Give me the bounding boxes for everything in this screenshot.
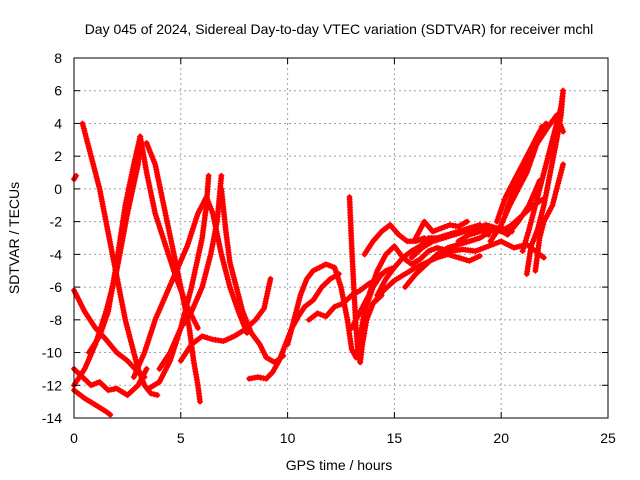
- series-markers: [361, 221, 428, 258]
- series-arc-17: [346, 194, 385, 366]
- y-tick-label: -8: [50, 312, 63, 328]
- series-arc-11: [156, 172, 225, 372]
- y-tick-label: 6: [54, 83, 62, 99]
- plot-series: [71, 87, 567, 418]
- plot-frame: [73, 57, 609, 419]
- series-arc-28: [502, 112, 567, 217]
- series-markers: [177, 275, 274, 364]
- x-tick-label: 0: [70, 430, 78, 446]
- series-markers: [519, 87, 567, 255]
- y-tick-labels: -14 -12 -10 -8 -6 -4 -2 0 2 4 6 8: [42, 50, 62, 426]
- y-tick-label: 8: [54, 50, 62, 66]
- x-tick-label: 10: [280, 430, 296, 446]
- y-tick-label: -4: [50, 246, 63, 262]
- y-tick-label: -12: [42, 377, 62, 393]
- y-tick-label: 0: [54, 181, 62, 197]
- x-axis-label: GPS time / hours: [286, 457, 393, 473]
- series-arc-19: [361, 221, 428, 258]
- series-arc-13: [177, 275, 274, 364]
- y-tick-label: 4: [54, 115, 62, 131]
- series-markers: [532, 161, 567, 274]
- series-arc-12: [218, 185, 287, 366]
- series-arc-04: [71, 387, 114, 418]
- y-tick-label: -6: [50, 279, 63, 295]
- series-arc-31: [519, 87, 567, 255]
- series-arc-24: [412, 218, 470, 241]
- series-markers: [218, 185, 287, 366]
- x-tick-label: 25: [600, 430, 616, 446]
- y-axis-label: SDTVAR / TECUs: [6, 182, 22, 294]
- y-tick-label: -2: [50, 214, 63, 230]
- y-tick-label: -10: [42, 345, 62, 361]
- series-arc-01: [71, 172, 80, 183]
- chart-title: Day 045 of 2024, Sidereal Day-to-day VTE…: [85, 21, 594, 37]
- y-tick-label: 2: [54, 148, 62, 164]
- x-tick-label: 15: [387, 430, 403, 446]
- series-markers: [412, 218, 470, 241]
- series-markers: [346, 194, 385, 366]
- y-tick-label: -14: [42, 410, 62, 426]
- x-tick-labels: 0 5 10 15 20 25: [70, 430, 616, 446]
- x-tick-label: 20: [493, 430, 509, 446]
- series-arc-30: [532, 161, 567, 274]
- x-tick-label: 5: [177, 430, 185, 446]
- axis-ticks: [73, 57, 609, 419]
